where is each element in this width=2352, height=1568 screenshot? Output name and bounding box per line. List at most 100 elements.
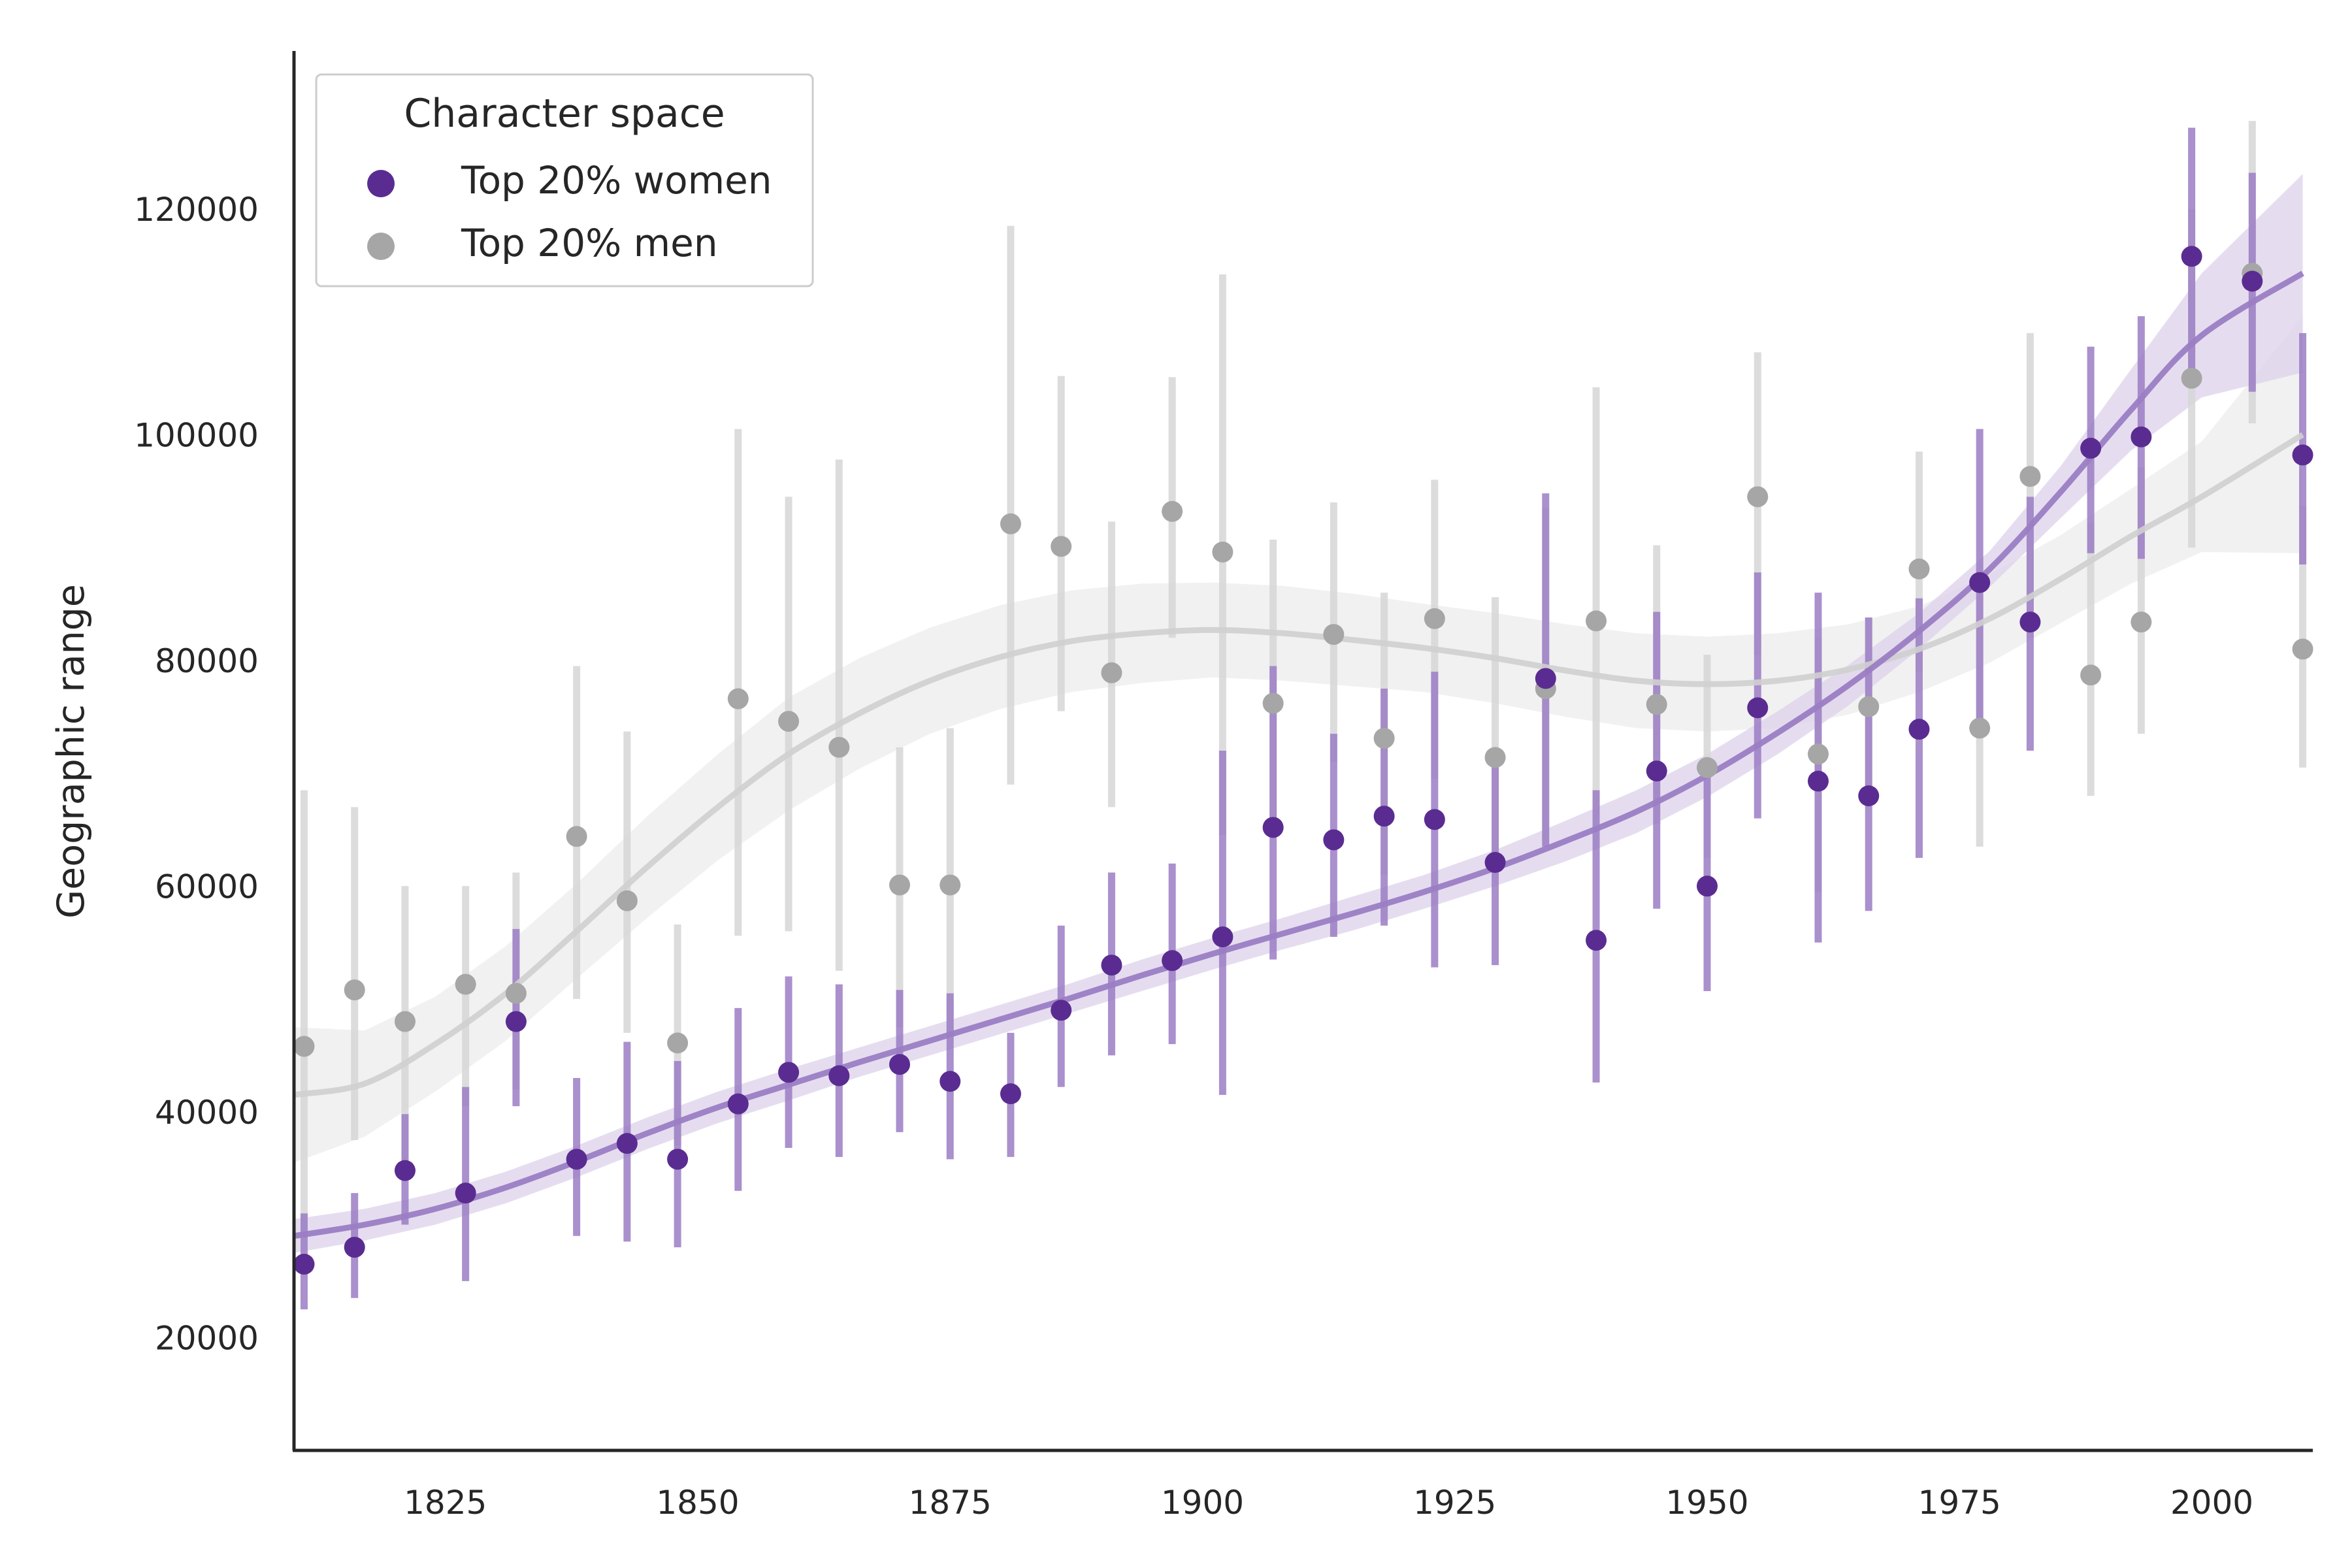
x-tick-label: 1975	[1918, 1484, 2001, 1522]
men-point	[1373, 727, 1395, 749]
men-point	[505, 983, 527, 1004]
men-point	[2131, 612, 2152, 633]
women-point	[1424, 809, 1445, 830]
men-point	[1858, 696, 1880, 717]
x-tick-labels: 1825 1850 1875 1900 1925 1950 1975 2000	[404, 1484, 2253, 1522]
men-point	[727, 688, 749, 710]
women-point	[1000, 1083, 1021, 1105]
women-point	[2292, 444, 2313, 466]
women-point	[1747, 697, 1769, 719]
axes	[292, 51, 2313, 1452]
men-point	[1212, 541, 1233, 563]
men-point	[616, 890, 638, 911]
women-point	[505, 1011, 527, 1032]
women-point	[1373, 806, 1395, 827]
women-point	[667, 1149, 689, 1170]
legend: Character space Top 20% women Top 20% me…	[315, 73, 814, 287]
legend-label-women: Top 20% women	[461, 158, 772, 203]
x-tick-label: 1850	[656, 1484, 739, 1522]
women-point	[1262, 817, 1284, 838]
men-trend-band	[294, 316, 2303, 1163]
women-trend-band	[294, 174, 2303, 1253]
women-point	[1586, 930, 1607, 951]
women-point	[828, 1065, 850, 1086]
men-point	[1586, 610, 1607, 632]
men-point	[394, 1011, 416, 1032]
men-point	[1807, 743, 1829, 765]
women-point	[1162, 950, 1183, 972]
men-point	[1101, 662, 1122, 683]
men-point	[939, 874, 961, 896]
women-point	[727, 1093, 749, 1115]
women-point	[1697, 875, 1718, 897]
x-tick-label: 1950	[1665, 1484, 1748, 1522]
y-tick-label: 60000	[155, 868, 259, 906]
men-point	[828, 736, 850, 758]
women-point	[2181, 246, 2202, 267]
men-point	[1262, 693, 1284, 714]
men-point	[667, 1032, 689, 1054]
women-point	[1646, 760, 1667, 782]
women-point	[1535, 668, 1556, 689]
legend-title: Character space	[404, 91, 725, 137]
men-point	[1646, 694, 1667, 715]
women-point	[566, 1149, 587, 1170]
men-point	[1908, 558, 1930, 580]
women-point	[2242, 270, 2263, 292]
x-tick-label: 1875	[909, 1484, 992, 1522]
women-point	[778, 1062, 800, 1083]
men-point	[294, 1036, 315, 1057]
women-point	[455, 1183, 476, 1204]
women-error-bars	[300, 127, 2307, 1310]
women-point	[1484, 852, 1506, 874]
men-point	[2181, 367, 2202, 389]
men-point	[778, 711, 800, 732]
men-point	[1000, 513, 1021, 534]
women-point	[1323, 829, 1345, 851]
women-point	[1969, 572, 1991, 593]
women-point	[1051, 1000, 1072, 1021]
men-point	[1747, 486, 1769, 508]
women-point	[394, 1160, 416, 1181]
legend-frame	[315, 73, 814, 287]
women-point	[1807, 770, 1829, 792]
women-trend-line	[294, 270, 2304, 1239]
men-point	[889, 874, 910, 896]
men-point	[1697, 757, 1718, 778]
x-tick-label: 2000	[2170, 1484, 2253, 1522]
y-tick-labels: 20000 40000 60000 80000 100000 120000	[134, 191, 259, 1357]
men-point	[1969, 717, 1991, 739]
women-point	[889, 1054, 910, 1075]
men-point	[455, 973, 476, 995]
men-point	[566, 826, 587, 847]
women-point	[1101, 955, 1122, 976]
women-point	[2131, 426, 2152, 448]
men-point	[344, 979, 365, 1001]
men-point	[2080, 664, 2102, 686]
women-point	[939, 1071, 961, 1092]
men-points	[294, 263, 2313, 1057]
x-tick-label: 1900	[1161, 1484, 1244, 1522]
legend-marker-men	[367, 233, 395, 260]
women-point	[1858, 785, 1880, 807]
y-axis-title: Geographic range	[50, 584, 93, 919]
women-point	[344, 1237, 365, 1258]
men-trend-line	[294, 432, 2304, 1098]
men-point	[2292, 638, 2313, 660]
women-point	[1212, 926, 1233, 948]
men-point	[1424, 608, 1445, 629]
men-point	[1323, 624, 1345, 645]
legend-marker-women	[367, 170, 395, 197]
women-point	[2080, 438, 2102, 459]
women-point	[2019, 612, 2041, 633]
x-tick-label: 1925	[1413, 1484, 1496, 1522]
y-tick-label: 20000	[155, 1319, 259, 1357]
men-point	[1051, 536, 1072, 557]
women-points	[294, 246, 2313, 1275]
men-point	[1162, 500, 1183, 522]
women-point	[616, 1133, 638, 1154]
women-point	[294, 1253, 315, 1275]
y-tick-label: 120000	[134, 191, 259, 229]
men-point	[2019, 466, 2041, 487]
